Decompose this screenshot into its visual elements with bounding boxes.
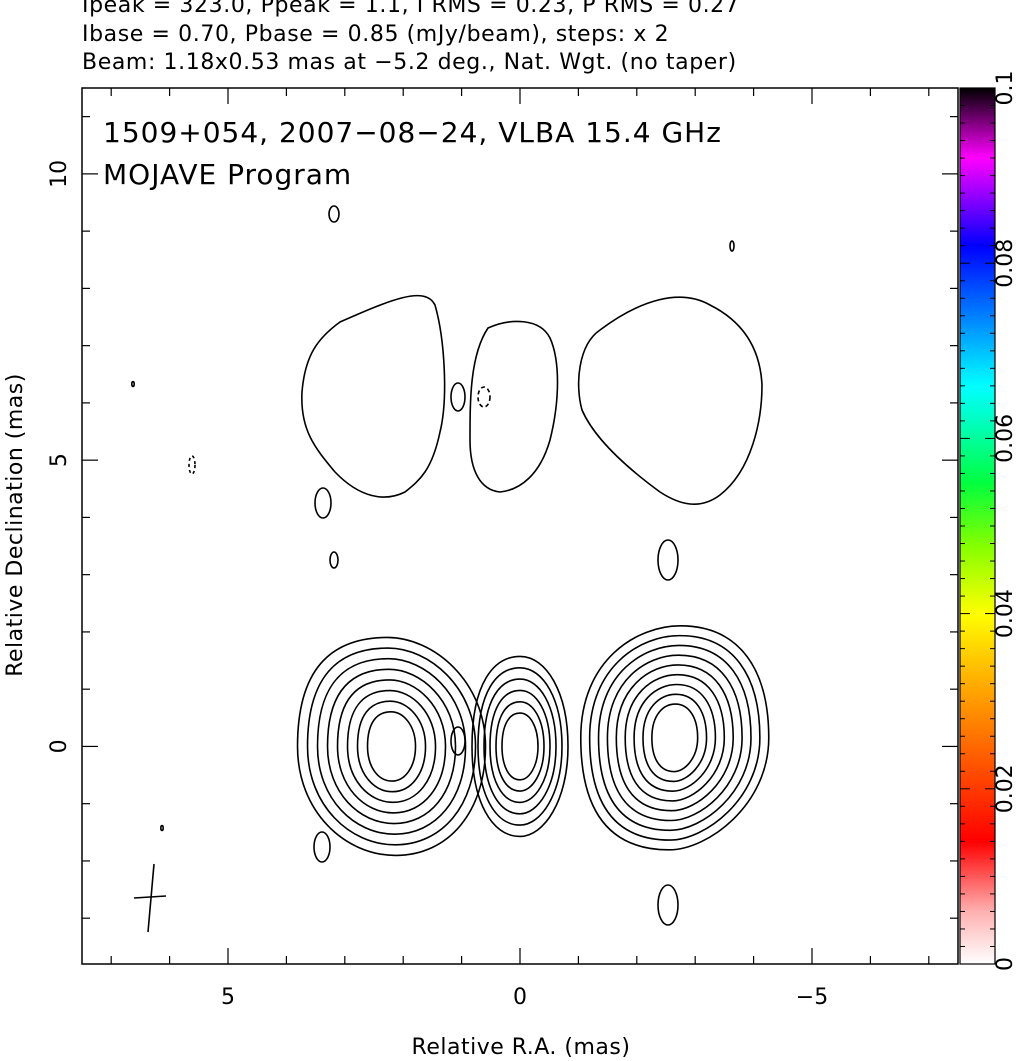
contour-island-5 xyxy=(188,455,196,475)
y-tick-label: 0 xyxy=(47,739,72,753)
contour-island-10 xyxy=(313,831,331,863)
contour-island-2 xyxy=(729,240,735,252)
header-line-3: Beam: 1.18x0.53 mas at −5.2 deg., Nat. W… xyxy=(82,50,737,75)
contour-core-level-6 xyxy=(501,712,539,781)
contour-east-lobe-level-5 xyxy=(336,679,447,814)
contour-core-level-4 xyxy=(489,689,551,804)
chart-title: 1509+054, 2007−08−24, VLBA 15.4 GHz xyxy=(103,116,722,149)
contour-west-lobe-level-9 xyxy=(651,703,699,773)
contour-west-lobe-level-7 xyxy=(633,683,717,792)
x-axis-label: Relative R.A. (mas) xyxy=(412,1035,631,1060)
contour-island-6 xyxy=(314,487,332,519)
x-tick-label: 5 xyxy=(221,985,235,1010)
beam-marker xyxy=(133,863,167,933)
contour-upper-east xyxy=(301,294,446,498)
contour-island-4 xyxy=(477,386,491,408)
contour-east-lobe-level-1 xyxy=(296,636,487,857)
plot-frame xyxy=(81,87,959,965)
header-line-2: Ibase = 0.70, Pbase = 0.85 (mJy/beam), s… xyxy=(82,22,670,47)
colorbar-tick-label: 0.02 xyxy=(993,764,1018,813)
contour-island-12 xyxy=(131,380,136,388)
contour-island-7 xyxy=(329,551,339,569)
contour-east-lobe-level-3 xyxy=(316,657,467,835)
colorbar-tick-label: 0.08 xyxy=(993,239,1018,288)
contour-east-lobe-level-8 xyxy=(366,711,417,782)
contour-west-lobe-level-4 xyxy=(606,654,743,822)
contour-island-13 xyxy=(160,824,165,832)
contour-core-level-3 xyxy=(483,678,557,815)
contour-core-level-1 xyxy=(471,655,569,838)
contour-west-lobe-level-6 xyxy=(624,673,726,802)
y-tick-label: 10 xyxy=(47,160,72,188)
axis-ticks: 5 0 −5 0 5 10 xyxy=(47,88,958,1010)
contour-west-lobe-level-1 xyxy=(579,625,770,851)
contour-west-lobe-level-5 xyxy=(615,664,735,812)
contour-core-level-2 xyxy=(477,666,563,826)
contour-east-lobe-level-2 xyxy=(306,647,477,846)
colorbar-ticks: 0 0.02 0.04 0.06 0.08 0.1 xyxy=(960,71,1018,971)
x-tick-label: −5 xyxy=(796,985,828,1010)
contour-east-lobe-level-4 xyxy=(326,668,457,825)
contour-east-lobe-level-7 xyxy=(356,700,427,793)
contour-core-level-5 xyxy=(495,700,545,792)
contour-upper-west xyxy=(577,296,763,506)
colorbar-tick-label: 0.1 xyxy=(993,71,1018,106)
colorbar-tick-label: 0 xyxy=(993,957,1018,971)
contour-island-3 xyxy=(450,382,466,412)
contour-island-9 xyxy=(450,726,466,756)
contour-island-11 xyxy=(657,884,679,926)
contour-island-8 xyxy=(657,539,679,581)
contour-island-1 xyxy=(328,205,340,223)
header-line-1: Ipeak = 323.0, Ppeak = 1.1, I RMS = 0.23… xyxy=(82,0,740,18)
colorbar-tick-label: 0.06 xyxy=(993,414,1018,463)
y-tick-label: 5 xyxy=(47,453,72,467)
y-axis-label: Relative Declination (mas) xyxy=(3,373,28,677)
chart-subtitle: MOJAVE Program xyxy=(103,158,352,191)
contour-west-lobe-level-8 xyxy=(642,693,708,783)
contour-west-lobe-level-3 xyxy=(597,644,752,832)
colorbar xyxy=(959,87,996,965)
x-tick-label: 0 xyxy=(513,985,527,1010)
colorbar-tick-label: 0.04 xyxy=(993,589,1018,638)
contour-east-lobe-level-6 xyxy=(346,689,437,804)
contour-upper-core xyxy=(469,320,559,493)
contour-west-lobe-level-2 xyxy=(588,634,761,841)
contour-lines xyxy=(131,205,770,926)
